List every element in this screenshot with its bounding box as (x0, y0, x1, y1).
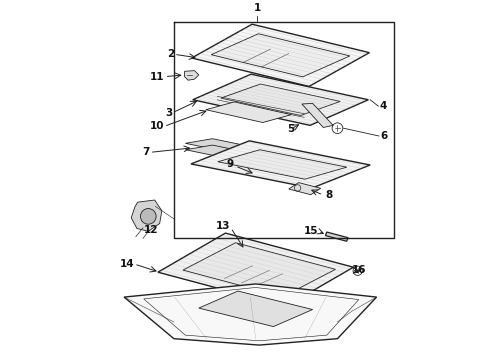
Text: 9: 9 (226, 159, 234, 170)
Polygon shape (185, 145, 268, 161)
Text: 16: 16 (352, 265, 366, 275)
Polygon shape (302, 103, 333, 127)
Polygon shape (211, 34, 350, 77)
Text: 7: 7 (142, 147, 150, 157)
Polygon shape (185, 139, 268, 155)
Text: 12: 12 (144, 225, 158, 235)
Polygon shape (221, 84, 340, 116)
Text: 13: 13 (216, 221, 230, 231)
Text: 8: 8 (325, 190, 332, 200)
Polygon shape (218, 150, 347, 179)
Polygon shape (325, 232, 348, 241)
Text: 10: 10 (149, 121, 164, 131)
Text: 11: 11 (150, 72, 165, 82)
Text: 14: 14 (120, 259, 134, 269)
Polygon shape (131, 200, 162, 231)
Text: 2: 2 (167, 49, 174, 59)
Polygon shape (191, 141, 370, 188)
Polygon shape (199, 291, 313, 327)
Text: 6: 6 (380, 131, 388, 141)
Polygon shape (192, 24, 369, 86)
Polygon shape (185, 71, 199, 80)
Circle shape (141, 208, 156, 224)
Text: 15: 15 (304, 226, 318, 236)
Text: 1: 1 (254, 3, 261, 13)
Text: 4: 4 (379, 101, 387, 111)
Polygon shape (289, 183, 321, 195)
Polygon shape (124, 284, 376, 345)
Polygon shape (193, 74, 368, 125)
Text: 3: 3 (165, 108, 172, 118)
Polygon shape (183, 243, 336, 297)
Text: 5: 5 (287, 124, 294, 134)
Polygon shape (158, 233, 353, 306)
Polygon shape (206, 102, 291, 122)
